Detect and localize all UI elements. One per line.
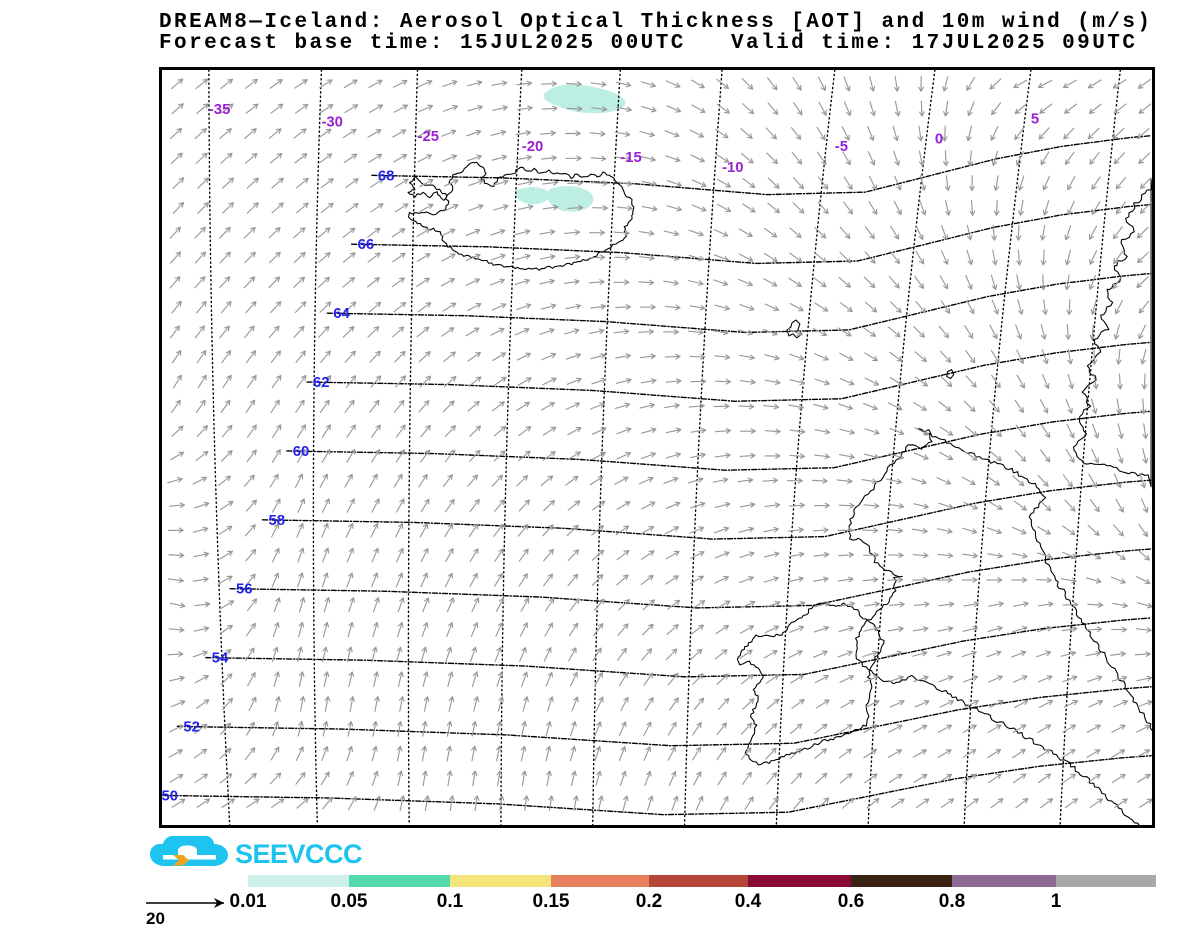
svg-text:-10: -10 (722, 160, 744, 176)
svg-text:5: 5 (1031, 111, 1039, 127)
svg-text:SEEVCCC: SEEVCCC (235, 839, 362, 869)
svg-text:66: 66 (358, 237, 375, 253)
svg-text:50: 50 (162, 788, 178, 804)
svg-text:-5: -5 (835, 139, 848, 155)
svg-text:-15: -15 (620, 150, 642, 166)
svg-text:-20: -20 (522, 139, 544, 155)
svg-text:68: 68 (378, 168, 395, 184)
svg-text:54: 54 (212, 651, 229, 667)
svg-text:64: 64 (333, 306, 350, 322)
svg-text:-35: -35 (209, 102, 231, 118)
svg-text:58: 58 (268, 513, 285, 529)
svg-text:-30: -30 (321, 115, 343, 131)
svg-text:62: 62 (313, 375, 330, 391)
svg-text:-25: -25 (418, 129, 440, 145)
svg-text:52: 52 (183, 719, 200, 735)
svg-text:56: 56 (236, 582, 253, 598)
svg-text:60: 60 (293, 444, 310, 460)
svg-text:0: 0 (935, 131, 943, 147)
